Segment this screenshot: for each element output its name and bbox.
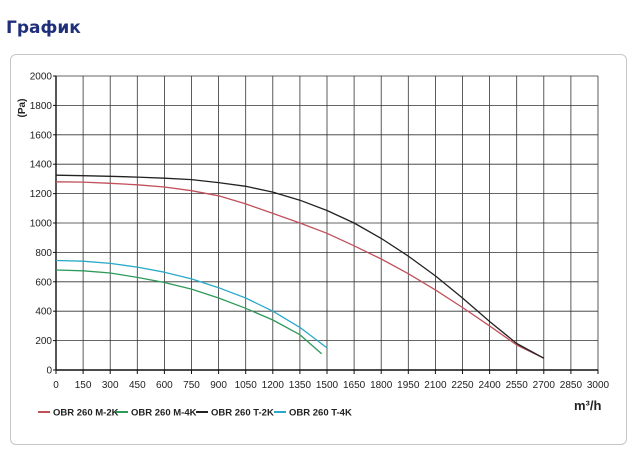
series-line xyxy=(55,174,545,359)
x-tick-label: 1200 xyxy=(262,380,285,391)
legend-label: OBR 260 T-2K xyxy=(211,408,274,419)
series-curves xyxy=(55,174,545,359)
x-tick-label: 300 xyxy=(102,380,119,391)
x-tick-label: 2400 xyxy=(478,380,501,391)
y-tick-label: 400 xyxy=(35,307,52,318)
x-tick-label: 1800 xyxy=(370,380,393,391)
x-tick-label: 2550 xyxy=(506,380,529,391)
y-tick-label: 1400 xyxy=(30,160,53,171)
grid xyxy=(55,75,599,371)
x-tick-label: 450 xyxy=(129,380,146,391)
x-axis-label: m³/h xyxy=(574,398,602,413)
chart-panel xyxy=(10,54,627,445)
y-axis-label: (Pa) xyxy=(17,99,28,118)
y-tick-label: 1800 xyxy=(30,101,53,112)
x-tick-label: 1650 xyxy=(343,380,366,391)
x-tick-label: 2100 xyxy=(424,380,447,391)
legend-label: OBR 260 M-2K xyxy=(53,408,119,419)
y-tick-label: 600 xyxy=(35,277,52,288)
x-tick-label: 2850 xyxy=(560,380,583,391)
legend-label: OBR 260 M-4K xyxy=(131,408,197,419)
x-tick-label: 3000 xyxy=(587,380,610,391)
y-axis-ticks: 0 200 400 600 800 1000 1200 1400 1600 1800 2000 xyxy=(30,72,56,377)
y-tick-label: 1600 xyxy=(30,130,53,141)
y-tick-label: 800 xyxy=(35,248,52,259)
y-tick-label: 200 xyxy=(35,336,52,347)
x-tick-label: 2250 xyxy=(451,380,474,391)
y-tick-label: 0 xyxy=(46,366,52,377)
x-tick-label: 900 xyxy=(210,380,227,391)
x-tick-label: 2700 xyxy=(533,380,556,391)
series-line xyxy=(55,259,328,349)
y-tick-label: 1000 xyxy=(30,219,53,230)
x-tick-label: 1050 xyxy=(235,380,258,391)
legend-label: OBR 260 T-4K xyxy=(289,408,352,419)
x-tick-label: 0 xyxy=(53,380,59,391)
x-tick-label: 1950 xyxy=(397,380,420,391)
x-tick-label: 150 xyxy=(75,380,92,391)
x-axis-ticks: 0 150 300 450 600 750 900 1050 1200 1350 1500 1650 1… xyxy=(53,370,610,391)
x-tick-label: 1350 xyxy=(289,380,312,391)
y-tick-label: 1200 xyxy=(30,189,53,200)
series-line xyxy=(55,269,323,355)
x-tick-label: 750 xyxy=(183,380,200,391)
y-tick-label: 2000 xyxy=(30,72,53,83)
page-title: График xyxy=(6,18,81,38)
series-line xyxy=(55,181,545,359)
x-tick-label: 600 xyxy=(156,380,173,391)
legend: OBR 260 M-2K OBR 260 M-4K OBR 260 T-2K OBR … xyxy=(38,408,352,419)
x-tick-label: 1500 xyxy=(316,380,339,391)
